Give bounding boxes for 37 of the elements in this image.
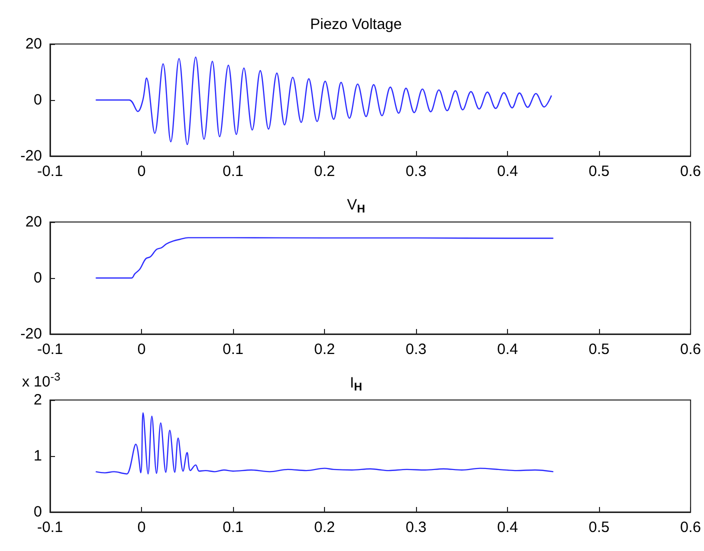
x-tick-label: 0.3 [406, 519, 426, 536]
x-tick-label: 0.3 [406, 341, 426, 358]
y-tick-label: 20 [25, 214, 42, 230]
x-tick-label: 0.2 [314, 519, 335, 536]
x-tick-label: 0.5 [588, 519, 610, 536]
y-tick-label: -20 [20, 148, 42, 164]
y-tick-label: -20 [20, 326, 42, 342]
x-tick-label: 0.5 [588, 341, 610, 358]
y-tick-label: 1 [34, 448, 42, 464]
y-tick-label: 0 [34, 270, 42, 286]
x-tick-label: 0.6 [680, 163, 702, 180]
y-tick-label: 0 [34, 504, 42, 520]
x-tick-label: 0 [137, 519, 146, 536]
x-tick-label: 0 [137, 163, 146, 180]
x-tick-label: -0.1 [37, 341, 63, 358]
x-tick-label: 0.2 [314, 341, 335, 358]
chart-title: Piezo Voltage [310, 16, 402, 33]
x-tick-label: 0.5 [588, 163, 610, 180]
x-tick-label: 0.4 [497, 519, 518, 536]
x-tick-label: 0.1 [222, 519, 244, 536]
x-tick-label: 0.1 [222, 341, 244, 358]
x-tick-label: 0 [137, 341, 146, 358]
x-tick-label: 0.1 [222, 163, 244, 180]
x-tick-label: 0.6 [680, 341, 702, 358]
x-tick-label: 0.4 [497, 341, 518, 358]
y-tick-label: 2 [34, 392, 42, 408]
line-series [95, 56, 552, 146]
line-series [95, 412, 554, 475]
x-tick-label: 0.3 [406, 163, 426, 180]
y-tick-label: 0 [34, 92, 42, 108]
x-tick-label: -0.1 [37, 519, 63, 536]
x-tick-label: 0.4 [497, 163, 518, 180]
x-tick-label: 0.2 [314, 163, 335, 180]
x-tick-label: -0.1 [37, 163, 63, 180]
y-tick-label: 20 [25, 36, 42, 52]
x-tick-label: 0.6 [680, 519, 702, 536]
line-series [95, 237, 554, 279]
